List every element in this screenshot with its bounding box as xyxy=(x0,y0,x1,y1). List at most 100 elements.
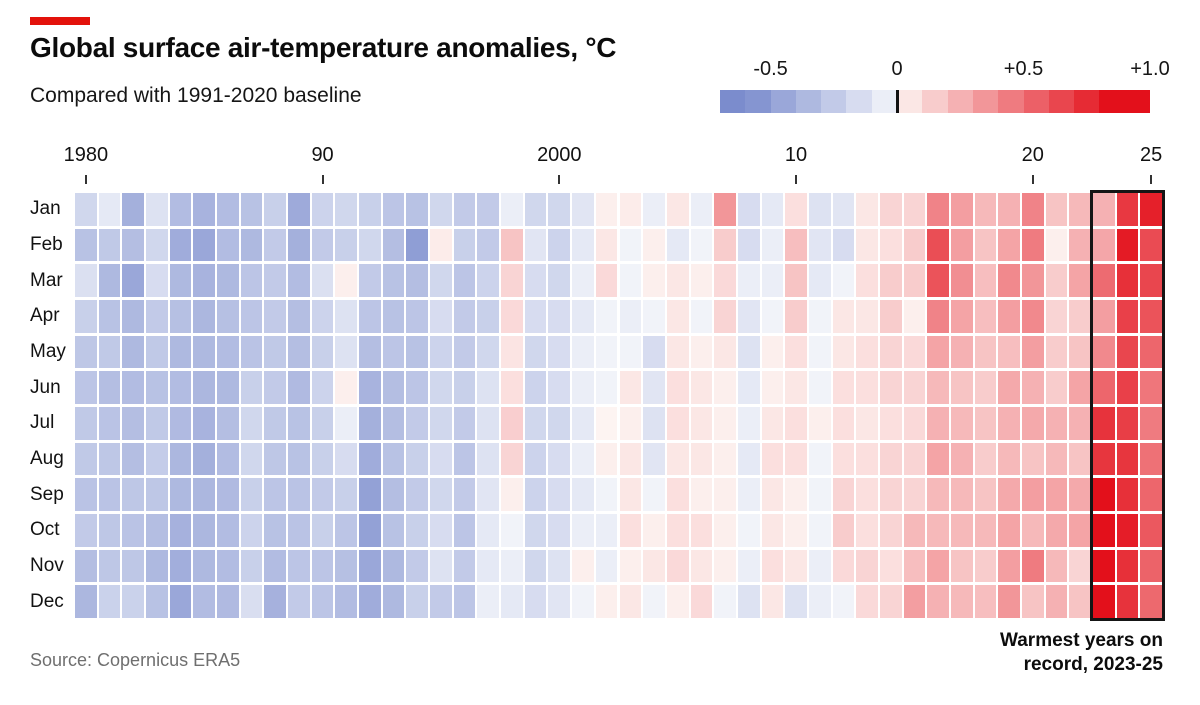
heatmap-cell xyxy=(311,228,334,262)
heatmap-cell xyxy=(1021,193,1044,226)
year-label-10: 10 xyxy=(784,144,808,166)
heatmap-cell xyxy=(856,335,878,369)
heatmap-cell xyxy=(998,335,1020,369)
heatmap-cell xyxy=(903,514,926,547)
heatmap-cell xyxy=(548,335,571,369)
heatmap-cell xyxy=(927,335,949,369)
legend-segment xyxy=(720,90,746,113)
heatmap-cell xyxy=(785,264,807,297)
heatmap-cell xyxy=(193,371,216,404)
heatmap-cell xyxy=(146,442,168,476)
heatmap-cell xyxy=(1092,264,1115,297)
heatmap-cell xyxy=(927,264,949,297)
heatmap-cell xyxy=(808,193,831,226)
heatmap-cell xyxy=(1021,264,1044,297)
month-label-jan: Jan xyxy=(30,198,61,220)
heatmap-cell xyxy=(927,300,949,333)
heatmap-cell xyxy=(193,300,216,333)
heatmap-cell xyxy=(1045,549,1068,583)
heatmap-cell xyxy=(643,264,665,297)
heatmap-cell xyxy=(1140,585,1162,618)
heatmap-cell xyxy=(1069,478,1091,511)
heatmap-cell xyxy=(548,585,571,618)
heatmap-cell xyxy=(240,228,263,262)
heatmap-cell xyxy=(288,228,310,262)
heatmap-cell xyxy=(217,228,239,262)
heatmap-cell xyxy=(808,264,831,297)
heatmap-cell xyxy=(903,228,926,262)
heatmap-cell xyxy=(1045,514,1068,547)
heatmap-cell xyxy=(1092,193,1115,226)
heatmap-cell xyxy=(761,549,784,583)
heatmap-cell xyxy=(714,335,736,369)
heatmap-cell xyxy=(1116,193,1139,226)
heatmap-cell xyxy=(524,407,547,440)
heatmap-cell xyxy=(666,442,689,476)
heatmap-cell xyxy=(927,514,949,547)
heatmap-cell xyxy=(619,335,642,369)
heatmap-cell xyxy=(217,442,239,476)
heatmap-cell xyxy=(548,549,571,583)
heatmap-cell xyxy=(832,193,855,226)
heatmap-cell xyxy=(264,300,287,333)
heatmap-cell xyxy=(832,371,855,404)
heatmap-cell xyxy=(1069,442,1091,476)
heatmap-cell xyxy=(666,549,689,583)
heatmap-cell xyxy=(98,407,121,440)
heatmap-cell xyxy=(240,371,263,404)
heatmap-cell xyxy=(903,264,926,297)
heatmap-cell xyxy=(1045,478,1068,511)
heatmap-cell xyxy=(666,514,689,547)
heatmap-cell xyxy=(1069,514,1091,547)
heatmap-cell xyxy=(998,300,1020,333)
heatmap-cell xyxy=(1116,549,1139,583)
heatmap-cell xyxy=(950,193,973,226)
heatmap-cell xyxy=(1069,371,1091,404)
heatmap-cell xyxy=(808,549,831,583)
heatmap-cell xyxy=(737,478,760,511)
heatmap-cell xyxy=(98,300,121,333)
legend-segment xyxy=(972,90,999,113)
heatmap-cell xyxy=(382,478,405,511)
heatmap-cell xyxy=(808,442,831,476)
heatmap-cell xyxy=(832,228,855,262)
heatmap-cell xyxy=(856,300,878,333)
heatmap-cell xyxy=(1116,407,1139,440)
heatmap-cell xyxy=(785,407,807,440)
heatmap-cell xyxy=(524,228,547,262)
heatmap-cell xyxy=(595,407,618,440)
heatmap-cell xyxy=(264,514,287,547)
heatmap-cell xyxy=(1069,549,1091,583)
heatmap-cell xyxy=(264,228,287,262)
heatmap-cell xyxy=(690,371,713,404)
heatmap-cell xyxy=(572,478,594,511)
heatmap-cell xyxy=(761,228,784,262)
heatmap-cell xyxy=(572,442,594,476)
heatmap-cell xyxy=(572,228,594,262)
heatmap-cell xyxy=(927,478,949,511)
heatmap-cell xyxy=(524,264,547,297)
heatmap-cell xyxy=(1045,300,1068,333)
heatmap-cell xyxy=(98,478,121,511)
heatmap-cell xyxy=(1116,264,1139,297)
heatmap-cell xyxy=(785,549,807,583)
heatmap-cell xyxy=(288,371,310,404)
heatmap-cell xyxy=(1140,193,1162,226)
heatmap-cell xyxy=(359,335,381,369)
heatmap-cell xyxy=(240,407,263,440)
heatmap-cell xyxy=(169,264,192,297)
heatmap-cell xyxy=(382,193,405,226)
heatmap-cell xyxy=(572,193,594,226)
heatmap-cell xyxy=(311,585,334,618)
heatmap-cell xyxy=(75,228,97,262)
heatmap-cell xyxy=(335,228,358,262)
heatmap-cell xyxy=(359,371,381,404)
heatmap-cell xyxy=(927,228,949,262)
heatmap-cell xyxy=(832,549,855,583)
heatmap-cell xyxy=(998,585,1020,618)
heatmap-cell xyxy=(453,335,476,369)
heatmap-cell xyxy=(666,407,689,440)
heatmap-cell xyxy=(998,407,1020,440)
heatmap-cell xyxy=(98,264,121,297)
